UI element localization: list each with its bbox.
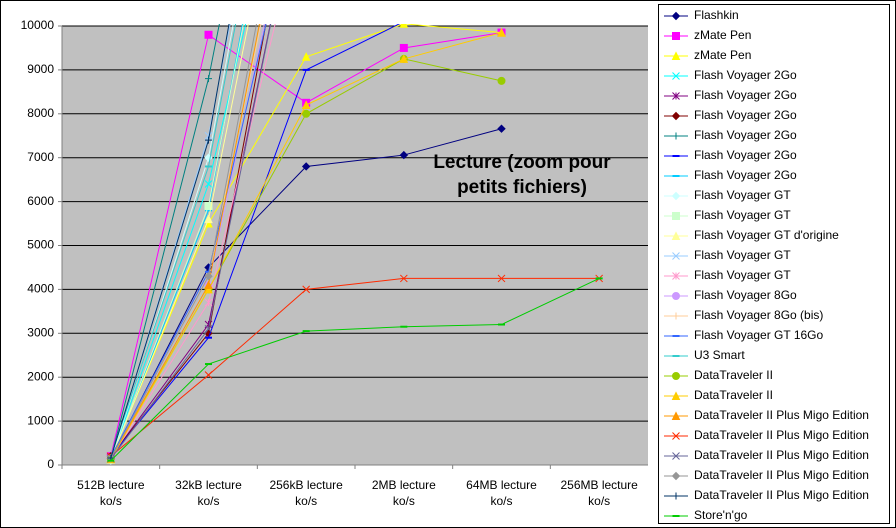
series-line [110,277,600,461]
legend-label: DataTraveler II Plus Migo Edition [694,428,869,442]
plot-lines [106,24,604,465]
point [399,24,409,28]
y-tick-label: 1000 [27,413,54,427]
legend-label: DataTraveler II Plus Migo Edition [694,408,869,422]
legend-label: Flash Voyager 2Go [694,108,797,122]
legend-marker [671,51,681,60]
point [204,201,213,210]
legend-label: Flash Voyager GT [694,248,791,262]
y-tick-label: 5000 [27,238,54,252]
legend-marker [672,72,680,80]
legend-marker [672,32,680,40]
legend-label: Flash Voyager GT d'origine [694,228,839,242]
point [204,131,213,140]
point [204,325,213,333]
legend-label: Flash Voyager 2Go [694,168,797,182]
legend-label: Flash Voyager GT [694,268,791,282]
legend-label: Flash Voyager 8Go [694,288,797,302]
legend-label: DataTraveler II [694,368,773,382]
y-tick-label: 8000 [27,106,54,120]
point [204,298,213,307]
legend-label: Flash Voyager GT 16Go [694,328,824,342]
legend-label: U3 Smart [694,348,745,362]
legend-label: Flash Voyager GT [694,208,791,222]
x-tick-label: 256kB lecture ko/s [269,478,343,508]
legend-marker [672,92,680,100]
x-tick-label: 64MB lecture ko/s [466,478,537,508]
legend-label: DataTraveler II Plus Migo Edition [694,448,869,462]
legend-box [658,4,890,524]
point [497,76,506,85]
series-line [110,277,600,457]
point [497,27,506,37]
legend-marker [671,411,681,420]
point [302,285,311,294]
legend-marker [671,111,681,121]
legend-marker [671,11,681,21]
legend-label: DataTraveler II Plus Migo Edition [694,468,869,482]
point [301,52,311,61]
legend-label: DataTraveler II Plus Migo Edition [694,488,869,502]
point [301,100,311,110]
legend-marker [671,231,681,240]
legend-label: DataTraveler II [694,388,773,402]
point [205,136,212,144]
y-tick-label: 0 [47,457,54,471]
y-tick-label: 7000 [27,150,54,164]
legend-marker [672,492,680,500]
point [204,284,213,294]
legend-marker [671,191,681,201]
point [204,272,213,281]
legend-label: zMate Pen [694,48,751,62]
point [399,54,409,63]
annotation: Lecture (zoom pour petits fichiers) [433,152,611,198]
legend-marker [672,312,680,320]
legend-label: Store'n'go [694,508,748,522]
legend-label: Flash Voyager 2Go [694,88,797,102]
y-tick-label: 2000 [27,369,54,383]
y-tick-label: 3000 [27,325,54,339]
legend-label: Flash Voyager 2Go [694,68,797,82]
legend-label: Flashkin [694,8,739,22]
point [497,124,506,133]
legend-marker [672,252,680,260]
legend-label: Flash Voyager 8Go (bis) [694,308,823,322]
point [497,274,506,283]
legend-marker [672,372,680,380]
legend-marker [672,272,680,280]
point [204,214,213,224]
point [399,274,408,283]
x-tick-label: 256MB lecture ko/s [560,478,638,508]
legend-label: zMate Pen [694,28,751,42]
legend-marker [671,391,681,400]
point [205,75,212,83]
point [204,180,213,188]
point [204,30,213,39]
x-tick-label: 32kB lecture ko/s [175,478,242,508]
y-tick-label: 9000 [27,62,54,76]
point [399,150,409,160]
point [302,109,311,118]
x-tick-label: 512B lecture ko/s [77,478,145,508]
point [204,371,213,379]
legend-label: Flash Voyager 2Go [694,148,797,162]
y-tick-label: 10000 [21,18,55,32]
legend-marker [672,452,680,460]
point [301,162,311,171]
point [399,43,408,52]
series-line [110,24,401,457]
point [204,280,213,290]
legend-marker [672,292,680,300]
y-tick-label: 4000 [27,282,54,296]
x-tick-label: 2MB lecture ko/s [371,478,436,508]
legend-marker [671,471,681,481]
legend-label: Flash Voyager 2Go [694,128,797,142]
y-tick-label: 6000 [27,194,54,208]
legend-marker [672,432,680,440]
legend-marker [672,132,680,140]
legend-label: Flash Voyager GT [694,188,791,202]
legend-marker [672,212,680,220]
